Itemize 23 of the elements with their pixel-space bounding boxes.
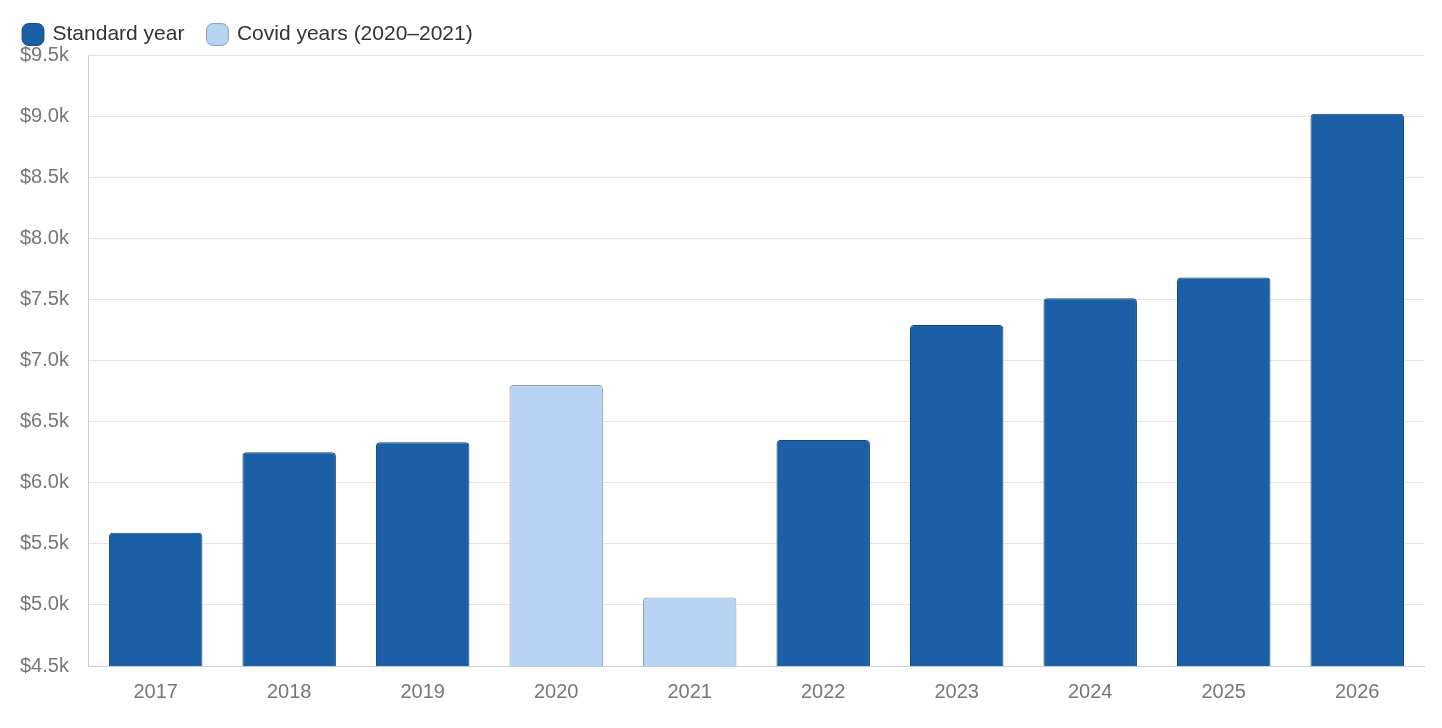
legend-label: Standard year — [52, 21, 185, 45]
y-tick-label: $8.0k — [19, 225, 70, 248]
y-tick-label: $6.0k — [19, 470, 70, 493]
x-tick-label: 2018 — [266, 679, 312, 702]
x-tick-label: 2026 — [1335, 679, 1380, 702]
x-tick-label: 2019 — [400, 679, 445, 702]
x-tick-label: 2024 — [1067, 679, 1113, 702]
legend-label: Covid years (2020–2021) — [236, 21, 473, 45]
y-tick-label: $7.5k — [19, 286, 70, 309]
y-tick-label: $7.0k — [19, 348, 70, 371]
x-tick-label: 2022 — [800, 679, 846, 702]
y-tick-label: $5.5k — [19, 531, 70, 554]
y-tick-label: $4.5k — [19, 653, 70, 676]
x-tick-label: 2023 — [934, 679, 979, 702]
x-tick-label: 2025 — [1201, 679, 1246, 702]
y-tick-label: $9.0k — [19, 103, 70, 126]
y-tick-label: $6.5k — [19, 409, 70, 432]
y-tick-label: $9.5k — [19, 42, 70, 65]
y-tick-label: $8.5k — [19, 164, 70, 187]
y-tick-label: $5.0k — [19, 592, 70, 615]
x-tick-label: 2017 — [133, 679, 178, 702]
x-tick-label: 2020 — [533, 679, 579, 702]
x-tick-label: 2021 — [667, 679, 712, 702]
